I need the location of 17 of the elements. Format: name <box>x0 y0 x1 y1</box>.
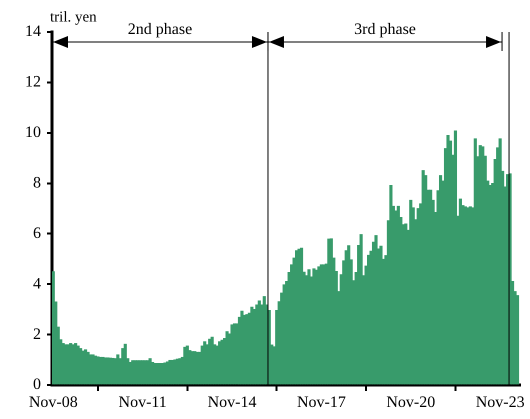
y-axis-title: tril. yen <box>50 9 98 26</box>
y-tick-label: 10 <box>25 124 41 142</box>
x-tick-label: Nov-17 <box>296 394 346 411</box>
y-tick-label: 2 <box>33 326 41 343</box>
y-tick-label: 6 <box>33 224 41 242</box>
y-tick-label: 12 <box>25 74 41 91</box>
annotation: 3rd phase <box>354 21 416 38</box>
x-tick-label: Nov-20 <box>386 394 436 411</box>
x-tick-label: Nov-23 <box>476 394 525 411</box>
x-tick-label: Nov-11 <box>118 394 167 411</box>
y-tick-label: 14 <box>25 23 41 40</box>
y-tick-label: 8 <box>33 174 41 192</box>
x-tick-label: Nov-14 <box>208 394 256 411</box>
annotation: 2nd phase <box>128 21 192 38</box>
y-tick-label: 4 <box>33 275 41 292</box>
x-tick-label: Nov-08 <box>28 394 78 411</box>
y-tick-label: 0 <box>33 376 41 394</box>
